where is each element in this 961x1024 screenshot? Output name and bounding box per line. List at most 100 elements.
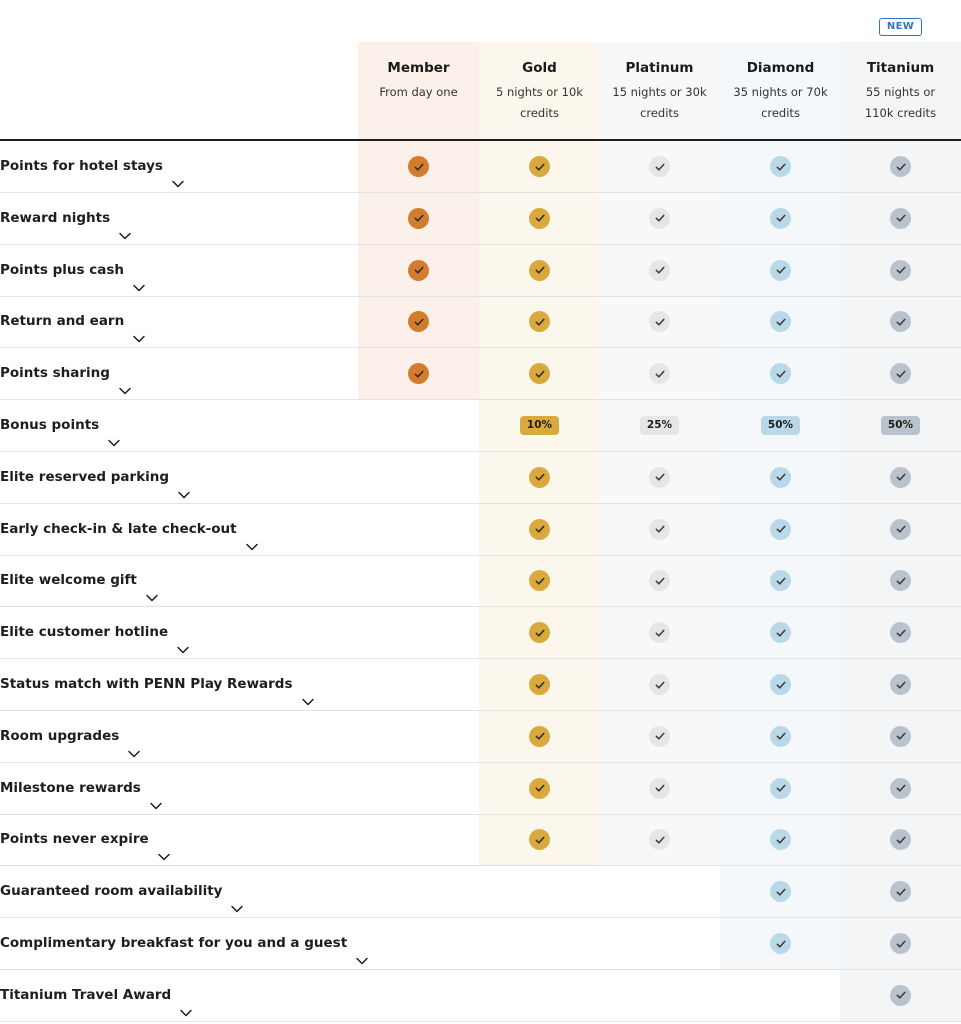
checkmark-icon xyxy=(408,259,429,281)
tier-requirement: 15 nights or 30k credits xyxy=(612,85,707,120)
chevron-down-icon xyxy=(177,471,191,499)
benefit-row-elite-reserved-parking: Elite reserved parking xyxy=(0,452,961,504)
checkmark-icon xyxy=(770,259,791,281)
benefit-cell-platinum xyxy=(599,659,720,710)
benefit-cell-titanium xyxy=(840,659,961,710)
tier-header-member: Member From day one xyxy=(358,58,479,103)
benefit-row-guaranteed-room-availability: Guaranteed room availability xyxy=(0,866,961,919)
header-divider xyxy=(0,139,961,141)
chevron-down-icon xyxy=(355,937,369,965)
checkmark-icon xyxy=(649,829,670,851)
checkmark-icon xyxy=(890,311,911,333)
benefit-toggle-guaranteed-room-availability[interactable]: Guaranteed room availability xyxy=(0,866,244,917)
benefit-cell-gold xyxy=(479,711,600,762)
benefit-toggle-return-and-earn[interactable]: Return and earn xyxy=(0,296,146,347)
chevron-down-icon xyxy=(301,678,315,706)
benefit-cell-titanium xyxy=(840,607,961,658)
checkmark-icon xyxy=(890,984,911,1006)
benefit-toggle-elite-welcome-gift[interactable]: Elite welcome gift xyxy=(0,555,159,606)
checkmark-icon xyxy=(890,881,911,903)
checkmark-icon xyxy=(649,363,670,385)
benefit-cell-diamond xyxy=(720,711,841,762)
benefit-row-room-upgrades: Room upgrades xyxy=(0,711,961,763)
checkmark-icon xyxy=(770,156,791,177)
benefit-cell-platinum xyxy=(599,348,720,399)
chevron-down-icon xyxy=(118,212,132,240)
benefit-row-points-never-expire: Points never expire xyxy=(0,814,961,867)
benefit-cell-member xyxy=(358,296,479,347)
checkmark-icon xyxy=(890,622,911,644)
benefit-toggle-points-never-expire[interactable]: Points never expire xyxy=(0,814,171,865)
benefit-row-elite-customer-hotline: Elite customer hotline xyxy=(0,607,961,660)
benefit-cell-titanium xyxy=(840,245,961,296)
benefit-cell-titanium xyxy=(840,504,961,555)
benefit-cell-gold xyxy=(479,504,600,555)
benefit-label: Bonus points xyxy=(0,417,100,433)
benefit-cell-diamond xyxy=(720,607,841,658)
checkmark-icon xyxy=(649,466,670,488)
benefit-label: Milestone rewards xyxy=(0,779,141,796)
benefit-cell-titanium xyxy=(840,866,961,917)
benefit-toggle-room-upgrades[interactable]: Room upgrades xyxy=(0,711,141,762)
benefit-label: Early check-in & late check-out xyxy=(0,520,237,537)
checkmark-icon xyxy=(529,259,550,281)
benefit-toggle-points-plus-cash[interactable]: Points plus cash xyxy=(0,245,146,296)
chevron-down-icon xyxy=(145,574,159,602)
benefit-toggle-titanium-travel-award[interactable]: Titanium Travel Award xyxy=(0,970,193,1021)
benefit-label: Status match with PENN Play Rewards xyxy=(0,676,293,692)
checkmark-icon xyxy=(770,311,791,333)
benefit-cell-diamond: 50% xyxy=(720,400,841,451)
benefit-toggle-early-check-in-and-late-check-out[interactable]: Early check-in & late check-out xyxy=(0,504,259,555)
benefit-toggle-reward-nights[interactable]: Reward nights xyxy=(0,193,132,244)
benefit-label: Titanium Travel Award xyxy=(0,986,172,1003)
checkmark-icon xyxy=(770,518,791,540)
checkmark-icon xyxy=(770,622,791,644)
benefit-cell-platinum xyxy=(599,504,720,555)
checkmark-icon xyxy=(408,207,429,229)
benefit-cell-gold xyxy=(479,659,600,710)
benefit-toggle-milestone-rewards[interactable]: Milestone rewards xyxy=(0,763,163,814)
benefit-label: Complimentary breakfast for you and a gu… xyxy=(0,935,348,951)
checkmark-icon xyxy=(408,363,429,385)
chevron-down-icon xyxy=(230,885,244,913)
benefit-cell-platinum xyxy=(599,141,720,192)
benefit-label: Points never expire xyxy=(0,831,149,848)
tier-header-titanium: Titanium 55 nights or 110k credits xyxy=(840,58,961,124)
chevron-down-icon xyxy=(127,730,141,758)
checkmark-icon xyxy=(890,674,911,695)
benefit-cell-titanium xyxy=(840,452,961,503)
checkmark-icon xyxy=(529,725,550,747)
benefit-label: Points for hotel stays xyxy=(0,158,163,174)
benefit-toggle-bonus-points[interactable]: Bonus points xyxy=(0,400,121,451)
checkmark-icon xyxy=(770,570,791,592)
bonus-percent-badge: 50% xyxy=(760,416,801,435)
benefit-cell-titanium xyxy=(840,970,961,1021)
checkmark-icon xyxy=(529,466,550,488)
chevron-down-icon xyxy=(157,833,171,861)
tier-requirement: 35 nights or 70k credits xyxy=(733,85,828,120)
benefit-cell-platinum xyxy=(599,193,720,244)
benefit-toggle-points-sharing[interactable]: Points sharing xyxy=(0,348,132,399)
tier-column-bg-diamond xyxy=(720,42,841,970)
checkmark-icon xyxy=(890,725,911,747)
tier-header-gold: Gold 5 nights or 10k credits xyxy=(479,58,600,124)
benefit-label: Reward nights xyxy=(0,209,111,226)
benefit-cell-titanium xyxy=(840,711,961,762)
benefit-cell-member xyxy=(358,193,479,244)
checkmark-icon xyxy=(890,829,911,851)
benefit-label: Room upgrades xyxy=(0,727,120,744)
benefit-toggle-points-for-hotel-stays[interactable]: Points for hotel stays xyxy=(0,141,185,192)
benefit-toggle-status-match-with-penn-play-rewards[interactable]: Status match with PENN Play Rewards xyxy=(0,659,315,710)
benefit-cell-gold xyxy=(479,296,600,347)
checkmark-icon xyxy=(770,933,791,954)
benefit-cell-member xyxy=(358,245,479,296)
benefit-cell-titanium xyxy=(840,555,961,606)
checkmark-icon xyxy=(890,207,911,229)
benefit-cell-diamond xyxy=(720,348,841,399)
benefit-toggle-complimentary-breakfast-for-you-and-a-guest[interactable]: Complimentary breakfast for you and a gu… xyxy=(0,918,369,969)
benefit-toggle-elite-reserved-parking[interactable]: Elite reserved parking xyxy=(0,452,191,503)
benefit-cell-diamond xyxy=(720,193,841,244)
benefit-cell-member xyxy=(358,348,479,399)
benefit-toggle-elite-customer-hotline[interactable]: Elite customer hotline xyxy=(0,607,190,658)
benefit-row-points-for-hotel-stays: Points for hotel stays xyxy=(0,141,961,193)
